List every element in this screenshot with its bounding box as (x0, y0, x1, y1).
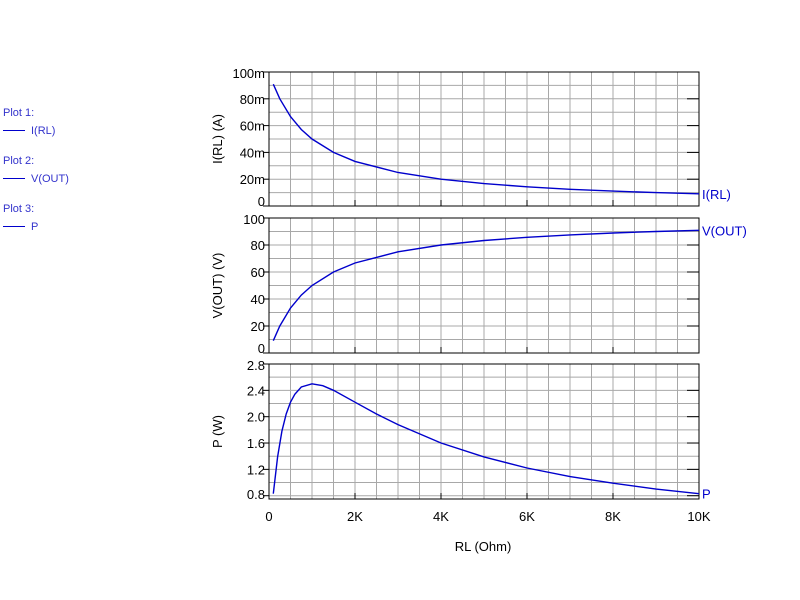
y-tick-label: 0 (258, 194, 265, 209)
legend-trace-label: I(RL) (31, 125, 56, 137)
y-tick-label: 60m (240, 119, 265, 134)
y-tick-label: 1.6 (247, 436, 265, 451)
plot-frame (268, 217, 700, 354)
y-tick-label: 40m (240, 145, 265, 160)
y-tick-label: 100m (232, 66, 265, 81)
legend-plot-label: Plot 2: (3, 155, 35, 167)
x-tick-label: 6K (519, 509, 535, 524)
x-axis-label: RL (Ohm) (455, 539, 512, 554)
series-end-label: I(RL) (702, 187, 731, 202)
y-tick-label: 40 (251, 292, 265, 307)
y-tick-label: 60 (251, 265, 265, 280)
legend-plot-3: Plot 3: P (3, 202, 123, 250)
legend-plot-2: Plot 2: V(OUT) (3, 154, 123, 202)
y-tick-label: 20 (251, 319, 265, 334)
series-end-label: V(OUT) (702, 223, 747, 238)
y-tick-label: 2.8 (247, 358, 265, 373)
plot-frame (268, 71, 700, 207)
legend-line-swatch (3, 177, 25, 179)
x-tick-label: 10K (687, 509, 710, 524)
y-axis-label: V(OUT) (V) (210, 253, 225, 319)
legend-plot-label: Plot 3: (3, 203, 35, 215)
legend-plot-1: Plot 1: I(RL) (3, 106, 123, 154)
y-tick-label: 0 (258, 341, 265, 356)
x-tick-label: 2K (347, 509, 363, 524)
y-tick-label: 80 (251, 238, 265, 253)
legend: Plot 1: I(RL) Plot 2: V(OUT) Plot 3: P (3, 106, 123, 250)
x-tick-label: 4K (433, 509, 449, 524)
x-tick-label: 0 (265, 509, 272, 524)
legend-trace-label: V(OUT) (31, 173, 69, 185)
legend-plot-label: Plot 1: (3, 107, 35, 119)
legend-entry: I(RL) (3, 124, 123, 138)
y-axis-label: P (W) (210, 415, 225, 448)
legend-entry: V(OUT) (3, 172, 123, 186)
series-line-p (272, 383, 700, 495)
x-tick-label: 8K (605, 509, 621, 524)
legend-line-swatch (3, 225, 25, 227)
y-tick-label: 80m (240, 92, 265, 107)
y-tick-label: 2.0 (247, 410, 265, 425)
y-axis-label: I(RL) (A) (210, 114, 225, 164)
legend-line-swatch (3, 129, 25, 131)
legend-entry: P (3, 220, 123, 234)
y-tick-label: 1.2 (247, 462, 265, 477)
series-end-label: P (702, 487, 711, 502)
series-line-v-out- (272, 229, 700, 341)
y-tick-label: 2.4 (247, 383, 265, 398)
y-tick-label: 0.8 (247, 487, 265, 502)
legend-trace-label: P (31, 221, 39, 233)
y-tick-label: 20m (240, 172, 265, 187)
plot-frame (268, 363, 700, 500)
y-tick-label: 100 (243, 212, 265, 227)
series-line-i-rl- (272, 83, 700, 195)
